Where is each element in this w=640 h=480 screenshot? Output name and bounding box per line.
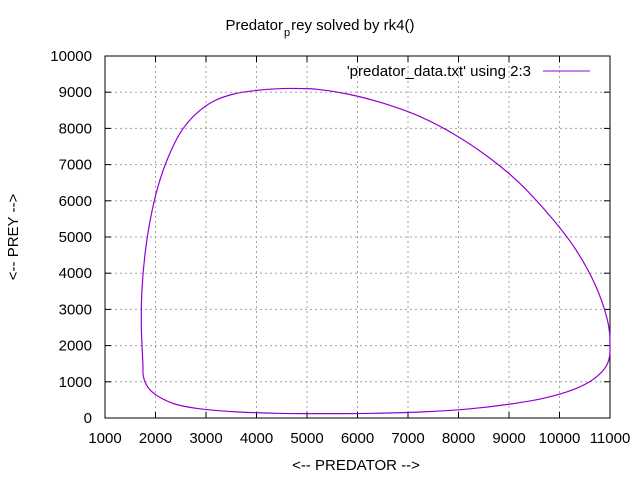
x-axis-label: <-- PREDATOR --> bbox=[292, 457, 420, 474]
y-tick-label: 6000 bbox=[59, 193, 92, 210]
x-tick-label: 6000 bbox=[341, 430, 374, 447]
x-axis-ticks: 1000 2000 3000 4000 5000 6000 7000 8000 9000 1000… bbox=[88, 56, 630, 447]
series-line-0 bbox=[140, 87, 611, 415]
y-tick-label: 2000 bbox=[59, 338, 92, 355]
y-axis-label: <-- PREY --> bbox=[5, 194, 22, 281]
grid-lines bbox=[105, 56, 610, 418]
y-tick-label: 3000 bbox=[59, 301, 92, 318]
series-group bbox=[140, 87, 611, 415]
legend: 'predator_data.txt' using 2:3 bbox=[347, 63, 590, 80]
y-tick-label: 10000 bbox=[50, 48, 92, 65]
x-tick-label: 5000 bbox=[290, 430, 323, 447]
x-tick-label: 1000 bbox=[88, 430, 121, 447]
x-tick-label: 3000 bbox=[189, 430, 222, 447]
y-tick-label: 5000 bbox=[59, 229, 92, 246]
y-tick-label: 4000 bbox=[59, 265, 92, 282]
chart-title-suffix: rey solved by rk4() bbox=[291, 17, 415, 34]
y-tick-label: 1000 bbox=[59, 374, 92, 391]
y-tick-label: 8000 bbox=[59, 120, 92, 137]
y-tick-label: 9000 bbox=[59, 84, 92, 101]
chart-title-subscript: p bbox=[284, 27, 291, 39]
x-tick-label: 10000 bbox=[539, 430, 581, 447]
x-tick-label: 2000 bbox=[139, 430, 172, 447]
chart-title: Predatorprey solved by rk4() bbox=[0, 17, 640, 39]
y-tick-label: 0 bbox=[84, 410, 92, 427]
y-tick-label: 7000 bbox=[59, 157, 92, 174]
x-tick-label: 11000 bbox=[590, 430, 631, 447]
y-axis-ticks: 0 1000 2000 3000 4000 5000 6000 7000 8000 9000 100… bbox=[50, 48, 610, 427]
chart-title-prefix: Predator bbox=[225, 17, 284, 34]
legend-label: 'predator_data.txt' using 2:3 bbox=[347, 63, 531, 80]
x-tick-label: 4000 bbox=[240, 430, 273, 447]
x-tick-label: 7000 bbox=[391, 430, 424, 447]
x-tick-label: 8000 bbox=[442, 430, 475, 447]
x-tick-label: 9000 bbox=[492, 430, 525, 447]
